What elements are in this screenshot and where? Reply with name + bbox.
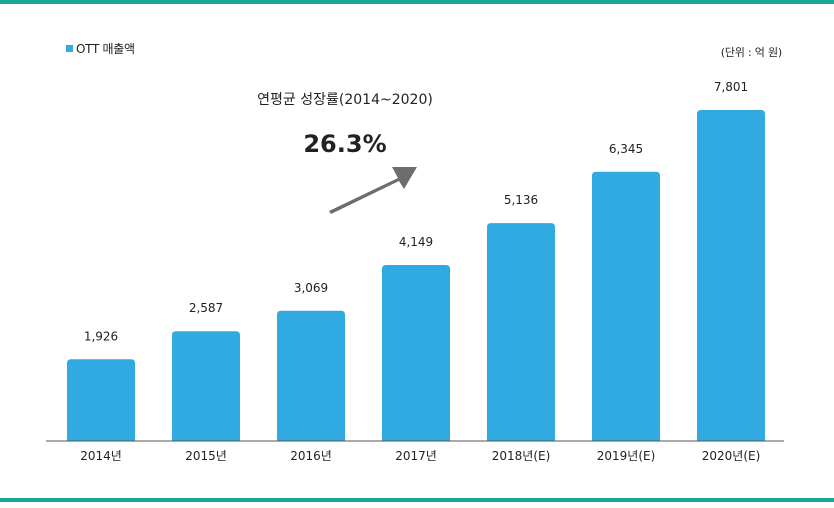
category-label: 2016년: [290, 449, 332, 463]
callout-label: 연평균 성장률(2014~2020): [257, 92, 433, 108]
bar-4: [487, 223, 555, 441]
value-label: 5,136: [504, 193, 538, 207]
value-label: 6,345: [609, 142, 643, 156]
value-label: 2,587: [189, 301, 223, 315]
category-label: 2018년(E): [492, 449, 551, 463]
bottom-rule: [0, 498, 834, 502]
square-marker-icon: [66, 45, 73, 52]
value-label: 3,069: [294, 281, 328, 295]
bar-6: [697, 110, 765, 441]
value-label: 4,149: [399, 235, 433, 249]
bar-2: [277, 310, 345, 441]
unit-note: (단위 : 억 원): [720, 46, 782, 59]
value-label: 1,926: [84, 329, 118, 343]
value-label: 7,801: [714, 80, 748, 94]
category-label: 2020년(E): [702, 449, 761, 463]
legend-label: OTT 매출액: [76, 42, 135, 56]
category-label: 2015년: [185, 449, 227, 463]
category-label: 2019년(E): [597, 449, 656, 463]
legend: OTT 매출액: [66, 40, 135, 57]
arrow-up-right-icon: [329, 167, 417, 214]
category-label: 2017년: [395, 449, 437, 463]
growth-callout: 연평균 성장률(2014~2020) 26.3%: [257, 92, 433, 214]
callout-value: 26.3%: [303, 130, 386, 158]
bar-1: [172, 331, 240, 441]
bar-3: [382, 264, 450, 441]
bar-0: [67, 359, 135, 441]
category-label: 2014년: [80, 449, 122, 463]
bar-5: [592, 171, 660, 441]
top-rule: [0, 0, 834, 4]
